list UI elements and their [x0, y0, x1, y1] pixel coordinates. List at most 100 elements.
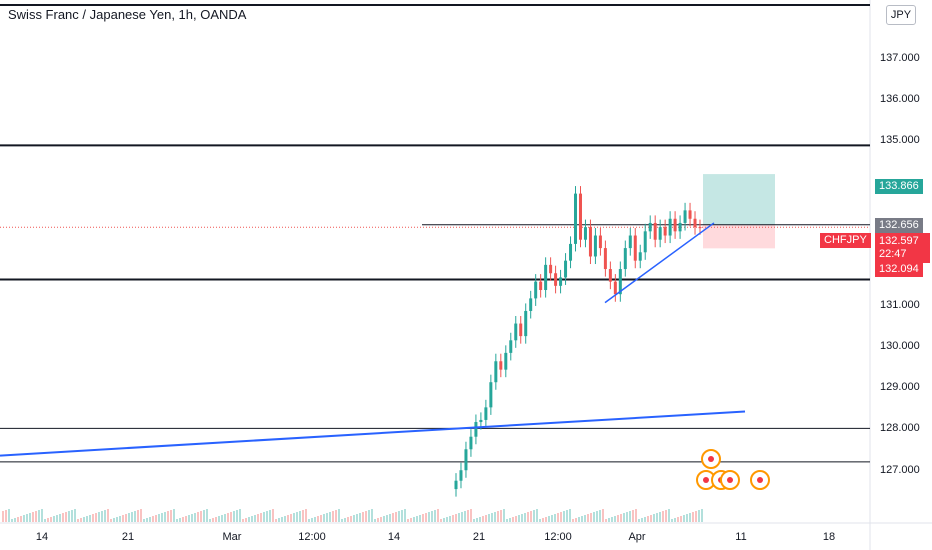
volume-bar — [209, 519, 211, 522]
volume-bar — [458, 513, 460, 522]
symbol-badge: CHFJPY — [820, 233, 871, 248]
event-marker-dot — [703, 477, 709, 483]
volume-bar — [398, 511, 400, 522]
volume-bar — [248, 517, 250, 522]
volume-bar — [638, 519, 640, 522]
volume-bar — [26, 514, 28, 522]
volume-bar — [665, 510, 667, 522]
candle-body — [643, 231, 647, 253]
horizontal-levels[interactable] — [0, 4, 870, 463]
volume-bar — [551, 515, 553, 522]
candle-body — [593, 235, 597, 257]
volume-bar — [491, 513, 493, 522]
volume-bar — [116, 517, 118, 522]
volume-bar — [53, 516, 55, 522]
date-tick: Apr — [628, 531, 646, 543]
candle-body — [688, 210, 692, 219]
candle-body — [574, 193, 578, 244]
candle-body — [618, 269, 622, 295]
volume-bar — [269, 510, 271, 522]
volume-bar — [371, 509, 373, 522]
volume-bar — [242, 519, 244, 522]
candle-body — [529, 298, 533, 311]
volume-bar — [272, 509, 274, 522]
volume-bar — [359, 513, 361, 522]
volume-bar — [452, 515, 454, 522]
candles — [454, 186, 702, 497]
volume-bar — [65, 512, 67, 522]
volume-bar — [392, 513, 394, 522]
volume-bar — [176, 519, 178, 522]
volume-bar — [113, 518, 115, 522]
currency-button[interactable]: JPY — [886, 5, 916, 25]
volume-bar — [701, 509, 703, 522]
volume-bar — [674, 518, 676, 522]
position-zones[interactable] — [703, 174, 775, 249]
volume-bar — [560, 512, 562, 522]
price-tick: 137.000 — [880, 52, 920, 64]
volume-bar — [527, 512, 529, 522]
volume-bar — [617, 515, 619, 522]
volume-bar — [335, 510, 337, 522]
volume-bar — [635, 509, 637, 522]
price-tick: 136.000 — [880, 93, 920, 105]
candle-body — [583, 227, 587, 240]
volume-bar — [350, 516, 352, 522]
volume-bar — [449, 516, 451, 522]
trendline-long — [0, 410, 746, 457]
candle-body — [603, 248, 607, 270]
candle-body — [613, 281, 617, 295]
volume-bar — [131, 512, 133, 522]
volume-bar — [410, 518, 412, 522]
volume-bar — [332, 511, 334, 522]
candle-body — [484, 407, 488, 420]
volume-bar — [425, 513, 427, 522]
volume-bar — [305, 509, 307, 522]
volume-bar — [557, 513, 559, 522]
volume-bar — [677, 517, 679, 522]
candle-body — [668, 218, 672, 236]
volume-bar — [353, 515, 355, 522]
event-marker-dot — [708, 456, 714, 462]
volume-bar — [443, 518, 445, 522]
price-tick: 131.000 — [880, 299, 920, 311]
volume-bar — [431, 511, 433, 522]
candle-body — [549, 264, 553, 274]
last-price-badge: 132.597 22:47 — [875, 233, 930, 263]
trendlines[interactable] — [0, 222, 746, 457]
volume-bar — [146, 518, 148, 522]
volume-bar — [2, 511, 4, 522]
volume-bar — [302, 510, 304, 522]
volume-bar — [149, 517, 151, 522]
volume-bar — [278, 518, 280, 522]
volume-bar — [338, 509, 340, 522]
candle-body — [628, 235, 632, 249]
volume-bar — [626, 512, 628, 522]
candle-body — [499, 361, 503, 370]
volume-bar — [119, 516, 121, 522]
chart-title: Swiss Franc / Japanese Yen, 1h, OANDA — [8, 7, 247, 22]
date-tick: 12:00 — [544, 531, 572, 543]
volume-bar — [434, 510, 436, 522]
volume-bar — [254, 515, 256, 522]
volume-bar — [632, 510, 634, 522]
volume-bar — [587, 514, 589, 522]
entry-price-badge: 132.656 — [875, 218, 923, 233]
volume-bar — [365, 511, 367, 522]
candle-body — [578, 193, 582, 240]
event-markers[interactable] — [696, 449, 770, 490]
volume-bar — [152, 516, 154, 522]
price-tick: 127.000 — [880, 464, 920, 476]
volume-bar — [233, 511, 235, 522]
volume-bar — [110, 519, 112, 522]
volume-bar — [92, 514, 94, 522]
candle-body — [494, 361, 498, 383]
volume-bar — [203, 510, 205, 522]
volume-bar — [236, 510, 238, 522]
volume-bar — [374, 519, 376, 522]
volume-bar — [521, 514, 523, 522]
volume-bar — [275, 519, 277, 522]
event-marker-dot — [727, 477, 733, 483]
volume-bar — [455, 514, 457, 522]
